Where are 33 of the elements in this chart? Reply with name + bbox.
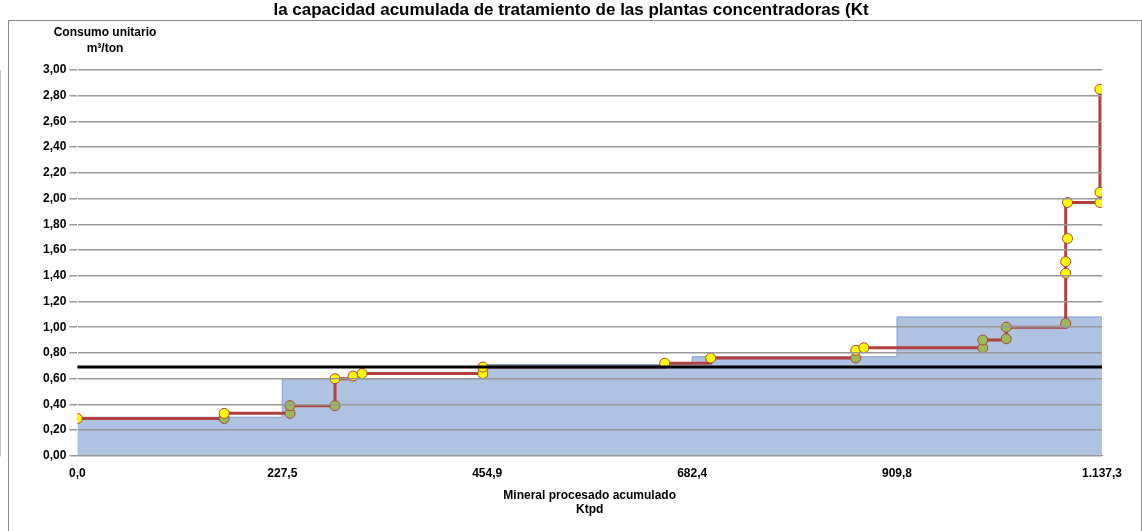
y-tick-label: 3,00: [43, 62, 67, 77]
point: [977, 334, 989, 346]
y-tick-label: 0,00: [43, 448, 67, 463]
point: [218, 407, 230, 419]
y-tick-label: 1,00: [43, 319, 67, 334]
point: [1000, 333, 1012, 345]
x-tick-label: 682,4: [677, 466, 708, 481]
point: [705, 352, 717, 364]
y-tick-label: 1,80: [43, 216, 67, 231]
y-tick-label: 0,20: [43, 422, 67, 437]
x-tick-label: 0,0: [69, 466, 87, 481]
y-tick-label: 1,40: [43, 268, 67, 283]
x-tick-label: 227,5: [267, 466, 298, 481]
y-tick-label: 1,20: [43, 293, 67, 308]
y-tick-label: 2,00: [43, 190, 67, 205]
point: [356, 368, 368, 379]
point: [1060, 256, 1072, 268]
y-tick-label: 1,60: [43, 242, 67, 257]
y-tick-label: 0,60: [43, 370, 67, 385]
x-tick-label: 909,8: [882, 466, 913, 481]
x-tick-label: 1.137,3: [1081, 466, 1123, 481]
y-tick-label: 0,80: [43, 345, 67, 360]
y-axis-title: Consumo unitario m³/ton: [52, 24, 158, 56]
x-axis-title: Mineral procesado acumulado Ktpd: [503, 487, 677, 517]
y-tick-label: 2,40: [43, 139, 67, 154]
y-tick-label: 2,60: [43, 113, 67, 128]
point: [1061, 232, 1073, 244]
y-tick-label: 2,80: [43, 88, 67, 103]
y-tick-label: 0,40: [43, 396, 67, 411]
x-tick-label: 454,9: [472, 466, 503, 481]
chart-title: la capacidad acumulada de tratamiento de las plantas concentradoras (Kt: [272, 0, 870, 20]
y-tick-label: 2,20: [43, 165, 67, 180]
point: [858, 342, 870, 354]
